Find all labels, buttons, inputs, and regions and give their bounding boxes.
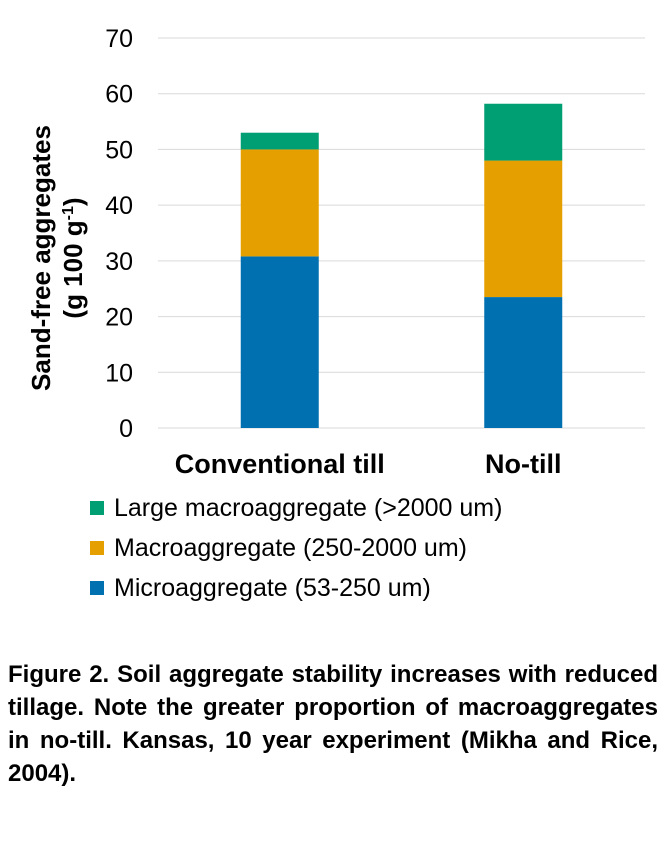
y-axis-label: Sand-free aggregates (g 100 g-1) (26, 125, 88, 391)
x-axis-categories: Conventional till No-till (175, 449, 562, 479)
legend-swatch (90, 581, 104, 595)
y-tick-label: 20 (105, 304, 133, 332)
y-axis-ticks: 0 10 20 30 40 50 60 70 (105, 25, 133, 443)
legend-swatch (90, 501, 104, 515)
y-axis-label-line1: Sand-free aggregates (26, 125, 56, 391)
x-category-label: Conventional till (175, 449, 385, 479)
y-axis-label-close: ) (58, 197, 88, 206)
x-category-label: No-till (485, 449, 561, 479)
y-tick-label: 10 (105, 359, 133, 387)
bars (240, 103, 563, 428)
y-tick-label: 60 (105, 81, 133, 109)
y-tick-label: 70 (105, 25, 133, 53)
legend-label: Microaggregate (53-250 um) (114, 573, 431, 602)
bar-segment-conventional-2 (240, 132, 319, 150)
y-axis-label-line2: (g 100 g-1) (58, 197, 88, 318)
figure-caption: Figure 2. Soil aggregate stability incre… (8, 661, 658, 787)
stacked-bar-chart: 0 10 20 30 40 50 60 70 Conventional till No-till… (26, 25, 645, 479)
bar-segment-no-till-1 (484, 160, 563, 298)
gridlines (158, 37, 645, 429)
bar-segment-conventional-1 (240, 149, 319, 257)
y-axis-label-unit: (g 100 g (58, 220, 88, 318)
legend-item-microaggregate: Microaggregate (53-250 um) (90, 568, 502, 608)
legend-swatch (90, 541, 104, 555)
legend-label: Large macroaggregate (>2000 um) (114, 493, 503, 522)
legend: Large macroaggregate (>2000 um) Macroagg… (90, 488, 502, 608)
y-tick-label: 30 (105, 248, 133, 276)
y-axis-label-exponent: -1 (60, 206, 77, 220)
legend-item-large-macroaggregate: Large macroaggregate (>2000 um) (90, 488, 502, 528)
bar-segment-conventional-0 (240, 256, 319, 428)
legend-label: Macroaggregate (250-2000 um) (114, 533, 467, 562)
bar-segment-no-till-0 (484, 297, 563, 428)
y-tick-label: 0 (119, 415, 133, 443)
y-tick-label: 40 (105, 192, 133, 220)
y-tick-label: 50 (105, 136, 133, 164)
legend-item-macroaggregate: Macroaggregate (250-2000 um) (90, 528, 502, 568)
bar-segment-no-till-2 (484, 103, 563, 161)
